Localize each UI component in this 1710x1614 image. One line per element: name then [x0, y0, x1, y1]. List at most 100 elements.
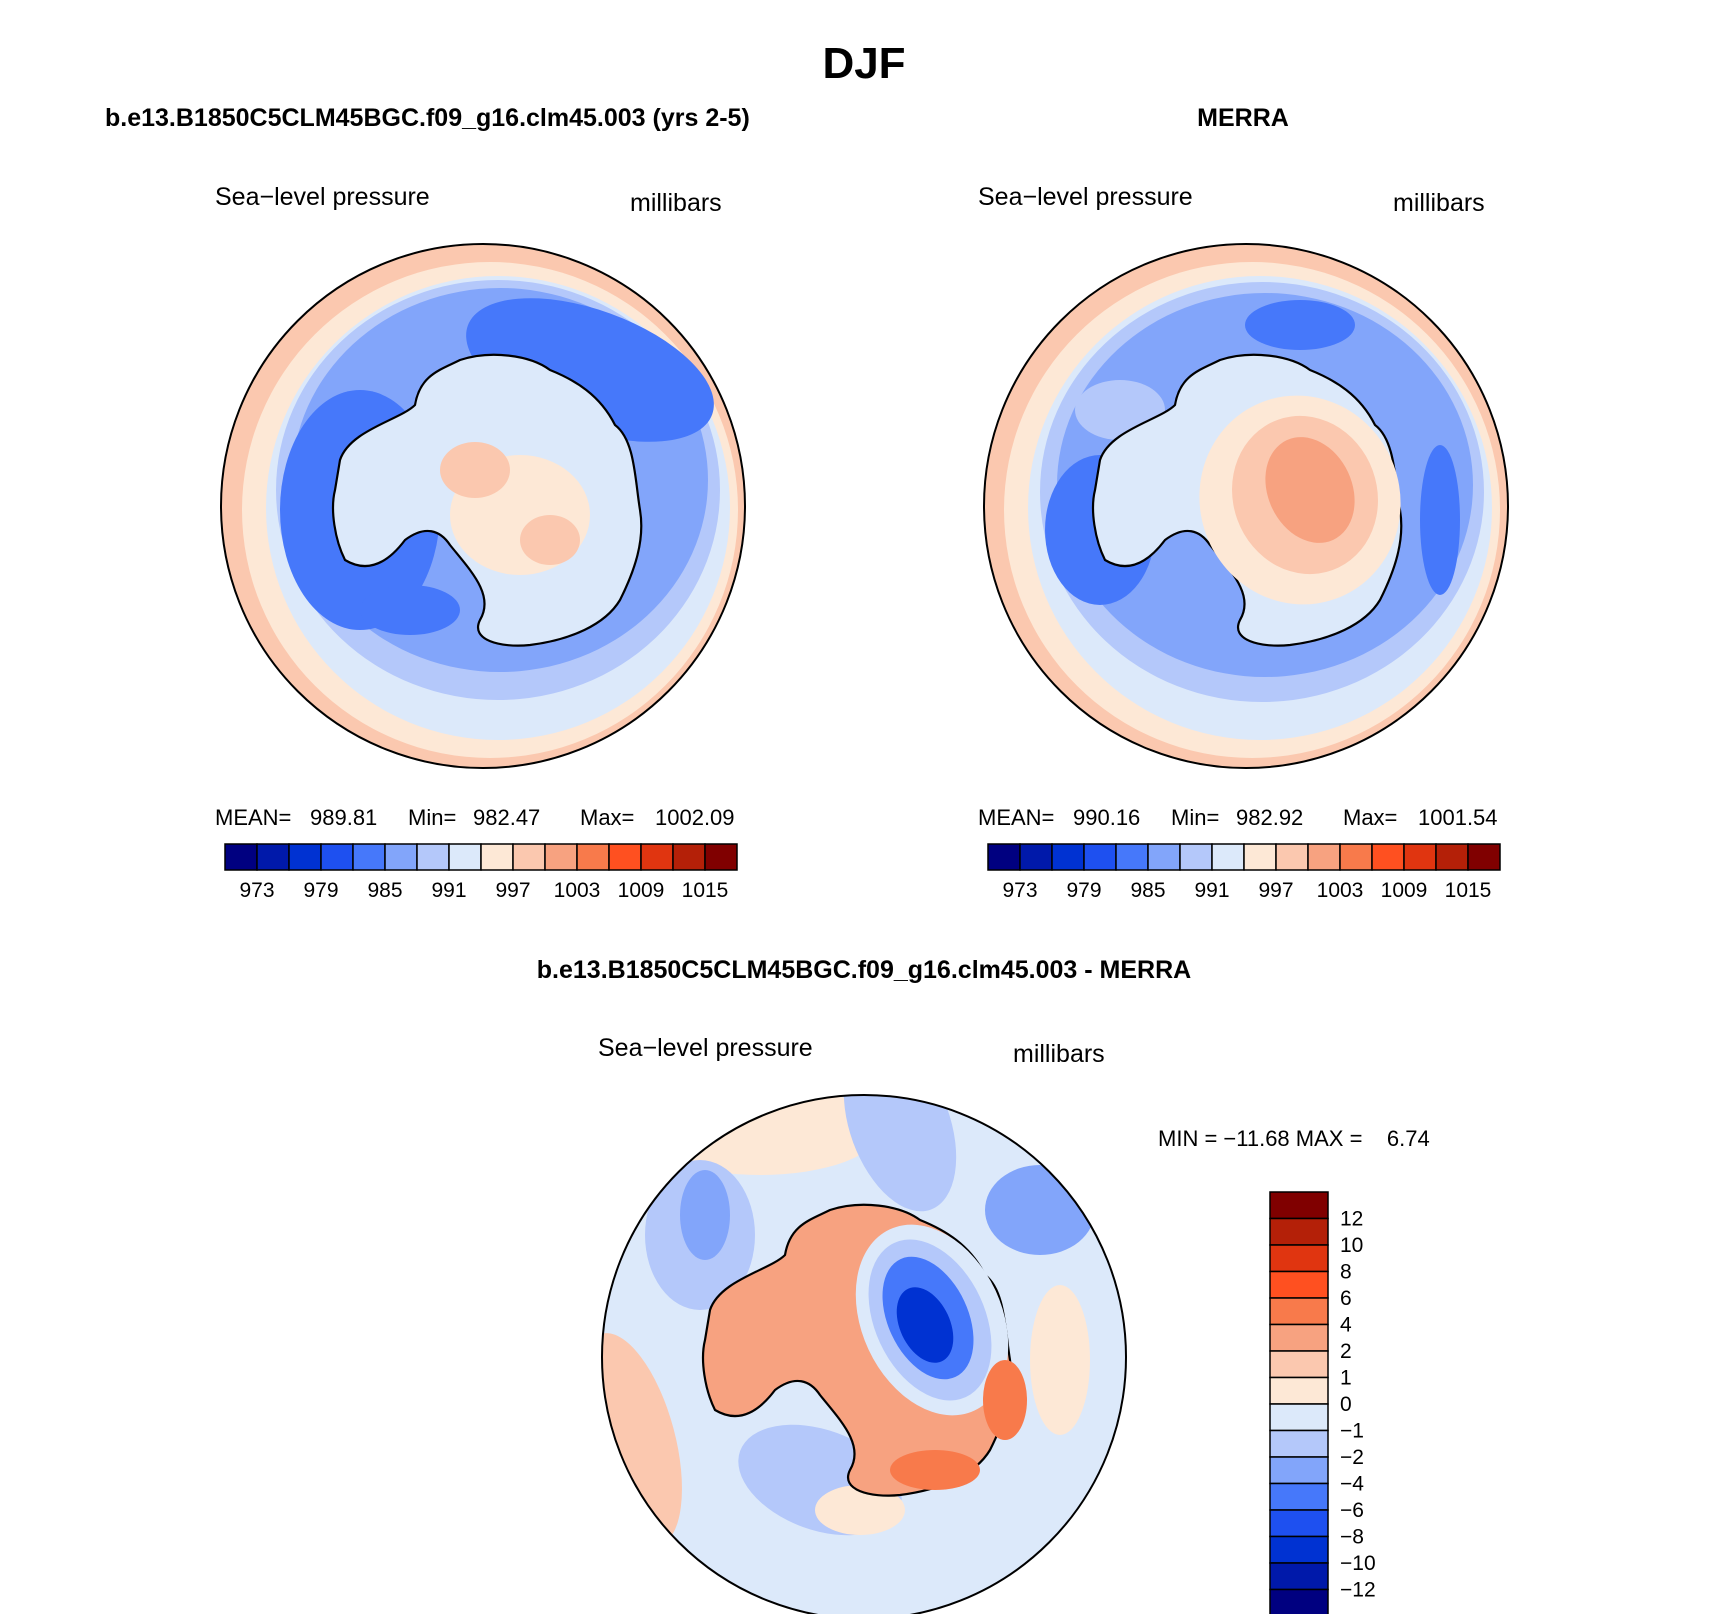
colorbar-swatch — [1269, 1350, 1329, 1379]
variable-label: Sea−level pressure — [215, 183, 430, 211]
colorbar-tick-label: 1 — [1340, 1367, 1352, 1390]
colorbar-tick-label: 0 — [1340, 1393, 1352, 1416]
colorbar-swatch — [1371, 843, 1405, 871]
colorbar-swatch — [1269, 1244, 1329, 1273]
map-border — [601, 1094, 1127, 1614]
colorbar-swatch — [672, 843, 706, 871]
colorbar-tick-label: 10 — [1340, 1234, 1363, 1257]
colorbar-swatch — [576, 843, 610, 871]
colorbar-swatch — [1019, 843, 1053, 871]
colorbar-swatch — [544, 843, 578, 871]
svg-text:990.16: 990.16 — [1073, 805, 1140, 830]
colorbar-swatch — [704, 843, 738, 871]
colorbar-swatch — [1467, 843, 1501, 871]
colorbar-swatch — [256, 843, 290, 871]
polar-map — [984, 244, 1508, 768]
colorbar-tick-label: 1009 — [618, 879, 665, 902]
colorbar-swatch — [1269, 1509, 1329, 1538]
svg-text:Min=: Min= — [408, 805, 456, 830]
colorbar-tick-label: 979 — [303, 879, 338, 902]
colorbar-swatch — [1269, 1588, 1329, 1614]
colorbar-swatch — [1307, 843, 1341, 871]
polar-map — [602, 1095, 1126, 1614]
colorbar-swatch — [1115, 843, 1149, 871]
colorbar-tick-label: −12 — [1340, 1579, 1376, 1602]
svg-text:982.92: 982.92 — [1236, 805, 1303, 830]
colorbar-swatch — [1269, 1191, 1329, 1220]
svg-text:989.81: 989.81 — [310, 805, 377, 830]
colorbar-tick-label: 2 — [1340, 1340, 1352, 1363]
colorbar-tick-label: 1003 — [554, 879, 601, 902]
colorbar-swatch — [1269, 1429, 1329, 1458]
svg-text:MEAN=: MEAN= — [215, 805, 291, 830]
colorbar-tick-label: 991 — [431, 879, 466, 902]
stats-line: MEAN= 989.81 Min= 982.47 Max= 1002.09 — [215, 805, 735, 830]
colorbar-swatch — [987, 843, 1021, 871]
units-label: millibars — [1013, 1040, 1105, 1068]
colorbar-swatch — [512, 843, 546, 871]
colorbar-swatch — [1147, 843, 1181, 871]
svg-text:1002.09: 1002.09 — [655, 805, 735, 830]
colorbar-swatch — [1403, 843, 1437, 871]
colorbar: 973 979 985 991 997 1003 1009 1015 — [987, 843, 1501, 902]
colorbar-swatch — [320, 843, 354, 871]
variable-label: Sea−level pressure — [598, 1034, 813, 1062]
colorbar-swatch — [640, 843, 674, 871]
colorbar-swatch — [224, 843, 258, 871]
colorbar-swatch — [448, 843, 482, 871]
colorbar-swatch — [416, 843, 450, 871]
colorbar-tick-label: 997 — [1258, 879, 1293, 902]
colorbar-swatch — [1269, 1376, 1329, 1405]
colorbar-swatch — [1269, 1535, 1329, 1564]
colorbar-tick-label: −4 — [1340, 1473, 1364, 1496]
minmax-label: MIN = −11.68 MAX = 6.74 — [1158, 1126, 1430, 1151]
colorbar-swatch — [352, 843, 386, 871]
colorbar-swatch — [1211, 843, 1245, 871]
colorbar-tick-label: 6 — [1340, 1287, 1352, 1310]
colorbar-swatch — [1339, 843, 1373, 871]
colorbar-swatch — [1269, 1562, 1329, 1591]
colorbar-tick-label: 973 — [239, 879, 274, 902]
figure-title: DJF — [822, 39, 905, 88]
colorbar-tick-label: 4 — [1340, 1314, 1352, 1337]
svg-text:Max=: Max= — [580, 805, 634, 830]
colorbar-swatch — [1435, 843, 1469, 871]
colorbar-swatch — [480, 843, 514, 871]
colorbar-tick-label: 991 — [1194, 879, 1229, 902]
polar-map — [221, 244, 745, 768]
colorbar-tick-label: 979 — [1066, 879, 1101, 902]
svg-text:1001.54: 1001.54 — [1418, 805, 1498, 830]
colorbar-swatch — [1243, 843, 1277, 871]
colorbar-swatch — [1269, 1217, 1329, 1246]
colorbar-tick-label: −6 — [1340, 1499, 1364, 1522]
colorbar-swatch — [1269, 1403, 1329, 1432]
colorbar-tick-label: −8 — [1340, 1526, 1364, 1549]
colorbar-swatch — [384, 843, 418, 871]
map-border — [983, 243, 1509, 769]
panel-header: MERRA — [1197, 104, 1289, 132]
colorbar-swatch — [1269, 1482, 1329, 1511]
colorbar-tick-label: 8 — [1340, 1261, 1352, 1284]
colorbar-tick-label: 985 — [367, 879, 402, 902]
panel-model: b.e13.B1850C5CLM45BGC.f09_g16.clm45.003 … — [105, 104, 750, 902]
units-label: millibars — [1393, 189, 1485, 217]
units-label: millibars — [630, 189, 722, 217]
colorbar-tick-label: 1015 — [1445, 879, 1492, 902]
colorbar-tick-label: 1003 — [1317, 879, 1364, 902]
colorbar: 973 979 985 991 997 1003 1009 1015 — [224, 843, 738, 902]
panel-header: b.e13.B1850C5CLM45BGC.f09_g16.clm45.003 … — [537, 956, 1191, 984]
colorbar-tick-label: −1 — [1340, 1420, 1364, 1443]
svg-text:982.47: 982.47 — [473, 805, 540, 830]
svg-text:MEAN=: MEAN= — [978, 805, 1054, 830]
colorbar-swatch — [1179, 843, 1213, 871]
colorbar-tick-label: 1015 — [682, 879, 729, 902]
panel-header: b.e13.B1850C5CLM45BGC.f09_g16.clm45.003 … — [105, 104, 750, 132]
svg-text:Max=: Max= — [1343, 805, 1397, 830]
variable-label: Sea−level pressure — [978, 183, 1193, 211]
panel-difference: b.e13.B1850C5CLM45BGC.f09_g16.clm45.003 … — [537, 956, 1430, 1614]
colorbar-tick-label: 997 — [495, 879, 530, 902]
colorbar-swatch — [1269, 1456, 1329, 1485]
colorbar-swatch — [1275, 843, 1309, 871]
colorbar-tick-label: 985 — [1130, 879, 1165, 902]
